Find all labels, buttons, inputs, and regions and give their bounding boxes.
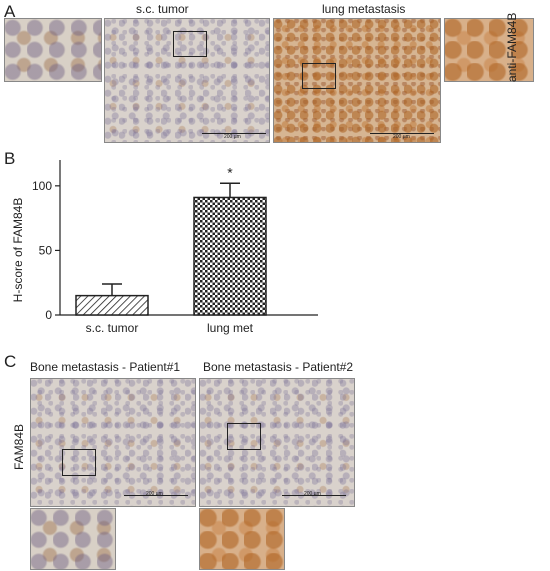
- panel-c-letter: C: [4, 352, 17, 371]
- sc-tumor-scale-bar: [202, 133, 266, 134]
- sc-tumor-scale-text: 200 µm: [224, 134, 241, 140]
- panel-b-letter: B: [4, 149, 16, 168]
- lung-metastasis-scale-text: 200 µm: [393, 134, 410, 140]
- bar-0: [75, 294, 149, 316]
- y-tick-label-2: 100: [32, 179, 52, 193]
- sc-tumor-zoom-image: [4, 18, 102, 82]
- bar-1: [193, 196, 267, 316]
- sc-tumor-roi-box: [173, 31, 207, 57]
- sc-tumor-label: s.c. tumor: [136, 2, 189, 16]
- patient-1-scale-bar: [124, 495, 188, 496]
- x-category-label-0: s.c. tumor: [86, 321, 139, 335]
- patient-2-scale-text: 200 µm: [304, 491, 321, 497]
- anti-fam84b-label: anti-FAM84B: [505, 12, 519, 82]
- patient-2-zoom-image: [199, 508, 285, 570]
- patient-2-image: 200 µm: [199, 378, 355, 507]
- patient-1-roi-box: [62, 449, 96, 476]
- sc-tumor-image: 200 µm: [104, 18, 270, 143]
- lung-metastasis-scale-bar: [370, 133, 434, 134]
- patient-2-roi-box: [227, 423, 261, 450]
- y-tick-label-1: 50: [39, 243, 53, 257]
- lung-metastasis-image: 200 µm: [273, 18, 441, 143]
- lung-metastasis-zoom-image: [444, 18, 534, 82]
- patient-1-scale-text: 200 µm: [146, 491, 163, 497]
- patient-1-image: 200 µm: [30, 378, 196, 507]
- patient-2-scale-bar: [282, 495, 346, 496]
- patient-1-zoom-image: [30, 508, 116, 570]
- lung-metastasis-roi-box: [302, 63, 336, 89]
- h-score-bar-chart: 0 50 100 s.c. tumor lung met * H-score of FAM…: [11, 160, 318, 335]
- patient-1-label: Bone metastasis - Patient#1: [30, 360, 181, 374]
- x-category-label-1: lung met: [207, 321, 254, 335]
- y-axis-label: H-score of FAM84B: [11, 198, 25, 303]
- lung-metastasis-label: lung metastasis: [322, 2, 406, 16]
- patient-2-label: Bone metastasis - Patient#2: [203, 360, 354, 374]
- y-tick-label-0: 0: [45, 308, 52, 322]
- fam84b-label: FAM84B: [12, 423, 26, 470]
- significance-marker: *: [227, 164, 233, 180]
- panel-a-letter: A: [4, 2, 16, 21]
